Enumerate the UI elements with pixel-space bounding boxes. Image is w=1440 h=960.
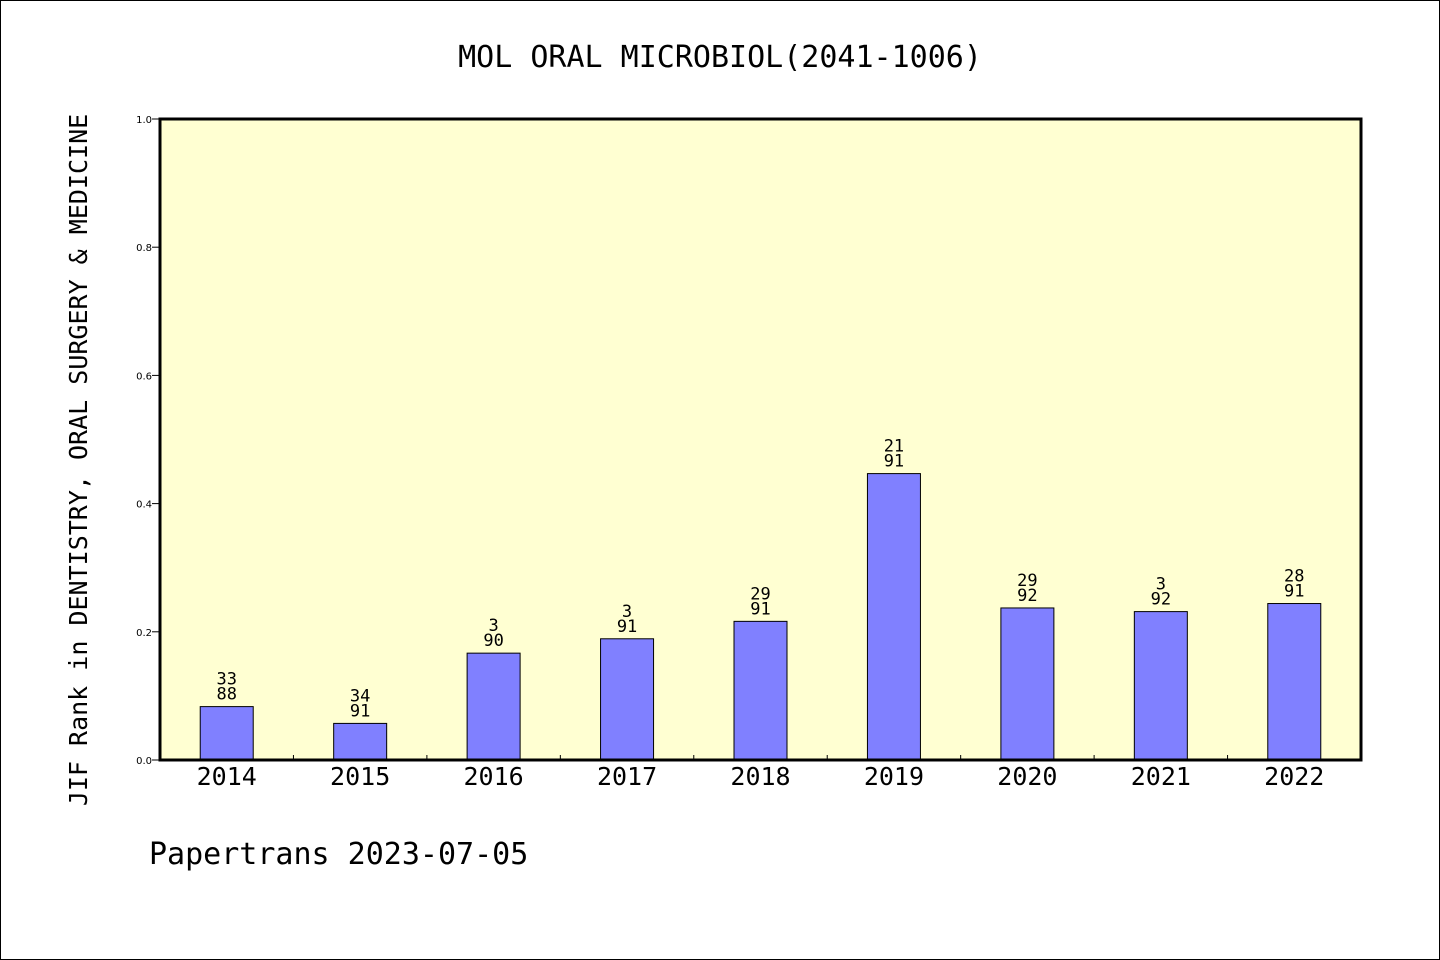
x-tick-label: 2019 — [864, 762, 924, 791]
footer-credit: Papertrans 2023-07-05 — [149, 837, 528, 872]
y-tick-label: 0.6 — [136, 371, 152, 382]
y-tick-label: 1.0 — [136, 115, 152, 126]
bar-label-total: 90 — [483, 631, 503, 651]
x-tick-label: 2015 — [330, 762, 390, 791]
y-tick-label: 0.8 — [136, 243, 152, 254]
bar — [733, 620, 788, 761]
x-tick-label: 2016 — [464, 762, 524, 791]
bar-label-rank: 3 — [488, 616, 498, 636]
bar-label-rank: 29 — [1017, 571, 1037, 591]
bar-label-total: 91 — [350, 701, 370, 721]
bar — [199, 706, 254, 761]
bar-label-rank: 3 — [1156, 575, 1166, 595]
bar-label-rank: 33 — [216, 670, 236, 690]
bar-label-total: 88 — [216, 685, 236, 705]
bar — [600, 638, 655, 761]
bar-label-total: 91 — [884, 452, 904, 472]
plot-border — [158, 117, 1363, 762]
bar-label-total: 91 — [1284, 582, 1304, 602]
x-tick-label: 2014 — [197, 762, 257, 791]
y-axis-label: JIF Rank in DENTISTRY, ORAL SURGERY & ME… — [64, 114, 93, 806]
bar — [1000, 607, 1055, 761]
bar-label-rank: 3 — [622, 602, 632, 622]
bar — [333, 722, 388, 761]
bar-label-rank: 28 — [1284, 567, 1304, 587]
x-tick-label: 2020 — [997, 762, 1057, 791]
bar-label-rank: 29 — [750, 584, 770, 604]
bar-label-total: 92 — [1151, 590, 1171, 610]
bar — [1133, 611, 1188, 761]
x-tick-label: 2021 — [1131, 762, 1191, 791]
x-tick-label: 2022 — [1264, 762, 1324, 791]
bar-label-rank: 34 — [350, 686, 370, 706]
bar-label-total: 91 — [750, 599, 770, 619]
bar — [1267, 603, 1322, 761]
bar-label-total: 91 — [617, 617, 637, 637]
y-tick-label: 0.4 — [136, 500, 152, 511]
chart-title: MOL ORAL MICROBIOL(2041-1006) — [458, 40, 982, 75]
y-tick-label: 0.0 — [136, 756, 152, 767]
x-tick-label: 2018 — [730, 762, 790, 791]
y-tick-label: 0.2 — [136, 628, 152, 639]
axis-layer: 0.0 0.2 0.4 0.6 0.8 1.0 2014 2015 2016 2017 2018 20… — [136, 115, 1324, 791]
x-tick-label: 2017 — [597, 762, 657, 791]
bar-label-rank: 21 — [884, 437, 904, 457]
bar — [866, 473, 921, 761]
bar-label-total: 92 — [1017, 586, 1037, 606]
bar — [466, 652, 521, 761]
